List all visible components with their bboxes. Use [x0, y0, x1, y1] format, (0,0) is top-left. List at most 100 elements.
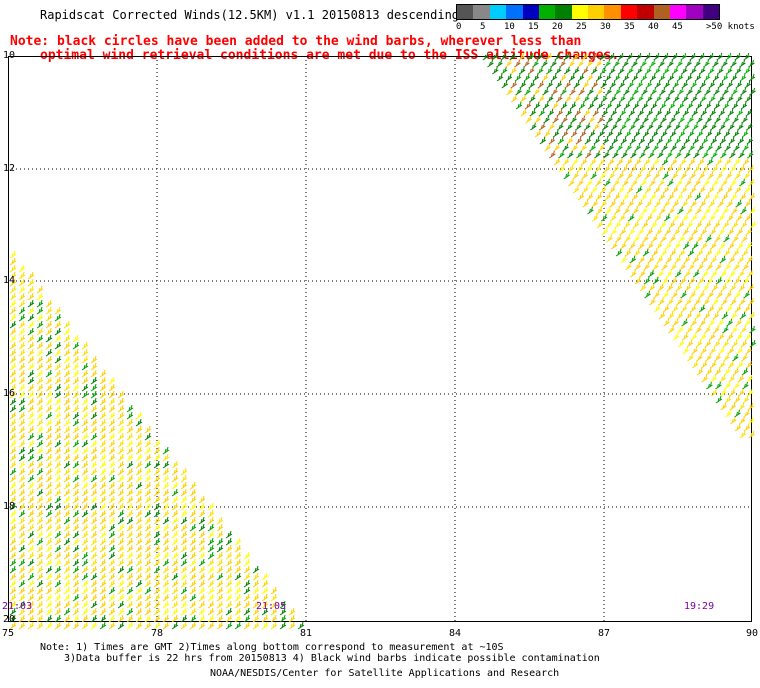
wind-barb [730, 73, 738, 82]
wind-barb [72, 439, 80, 448]
wind-barb [18, 292, 26, 301]
wind-barb [90, 418, 98, 427]
wind-barb [696, 353, 703, 362]
wind-barb [705, 353, 712, 362]
wind-barb [18, 488, 26, 497]
wind-barb [639, 150, 646, 159]
wind-barb [81, 474, 89, 483]
wind-barb [657, 283, 665, 292]
wind-barb [216, 586, 224, 595]
wind-barb [45, 544, 53, 553]
wind-barb [586, 59, 593, 68]
wind-barb [9, 362, 17, 371]
wind-barb [733, 143, 740, 152]
wind-barb [677, 87, 684, 96]
wind-barb [63, 607, 71, 616]
wind-barb [81, 544, 89, 553]
wind-barb [706, 381, 713, 390]
wind-barb [646, 227, 653, 236]
map-plot-area [8, 56, 752, 622]
wind-barb [9, 369, 17, 378]
wind-barb [720, 402, 727, 411]
wind-barb [234, 607, 242, 616]
footer-credit: NOAA/NESDIS/Center for Satellite Applica… [210, 668, 560, 679]
legend-swatch [473, 5, 490, 19]
wind-barb [619, 108, 627, 117]
wind-barb [706, 262, 713, 271]
wind-barb [72, 509, 80, 518]
wind-barb [679, 143, 686, 152]
wind-barb [586, 192, 594, 201]
wind-barb [18, 327, 26, 336]
wind-barb [117, 530, 125, 539]
wind-barb [135, 439, 143, 448]
wind-barb [27, 348, 35, 357]
wind-barb [63, 327, 71, 336]
wind-barb [604, 73, 612, 82]
wind-barb [180, 544, 188, 553]
wind-barb [72, 600, 80, 609]
wind-barb [180, 530, 188, 539]
wind-barb [117, 488, 125, 497]
wind-barb [18, 383, 26, 392]
wind-barb [126, 502, 134, 511]
wind-barb [72, 593, 80, 602]
wind-barb [207, 502, 215, 511]
wind-barb [677, 325, 684, 334]
wind-barb [162, 551, 170, 560]
wind-barb [153, 488, 161, 497]
wind-barb [737, 255, 745, 264]
wind-barb [99, 446, 107, 455]
wind-barb [714, 248, 722, 257]
wind-barb [36, 488, 44, 497]
wind-barb [725, 409, 732, 418]
wind-barb [534, 129, 542, 138]
wind-barb [727, 360, 735, 369]
wind-barb [528, 80, 536, 89]
wind-barb [27, 579, 35, 588]
wind-barb [135, 614, 143, 623]
wind-barb [647, 122, 654, 131]
wind-barb [144, 481, 152, 490]
wind-barb [652, 157, 660, 166]
wind-barb [54, 516, 62, 525]
wind-barb [117, 425, 125, 434]
wind-barb [510, 80, 518, 89]
wind-barb [72, 614, 80, 623]
time-label-1: 21:03 [2, 601, 33, 612]
wind-barb [27, 586, 35, 595]
wind-barb [656, 122, 663, 131]
wind-barb [673, 241, 681, 250]
wind-barb [534, 115, 541, 124]
wind-barb [667, 73, 675, 82]
wind-barb [63, 362, 71, 371]
wind-barb [525, 115, 532, 124]
wind-barb [587, 87, 594, 96]
wind-barb [18, 579, 26, 588]
wind-barb [45, 390, 53, 399]
wind-barb [54, 320, 62, 329]
wind-barb [225, 544, 233, 553]
wind-barb [543, 115, 550, 124]
wind-barb [589, 157, 597, 166]
wind-barb [722, 220, 730, 229]
wind-barb [9, 467, 17, 476]
wind-barb [712, 192, 720, 201]
wind-barb [117, 453, 125, 462]
wind-barb [634, 143, 641, 152]
wind-barb [710, 136, 718, 145]
wind-barb [9, 425, 17, 434]
wind-barb [648, 164, 656, 173]
wind-barb [662, 185, 670, 194]
wind-barb [719, 388, 727, 397]
wind-barb [681, 80, 689, 89]
wind-barb [18, 565, 26, 574]
wind-barb [642, 234, 649, 243]
wind-barb [684, 269, 691, 278]
wind-barb [680, 52, 687, 61]
wind-barb [54, 523, 62, 532]
wind-barb [603, 150, 610, 159]
wind-barb [54, 362, 62, 371]
wind-barb [624, 248, 632, 257]
wind-barb [117, 467, 125, 476]
